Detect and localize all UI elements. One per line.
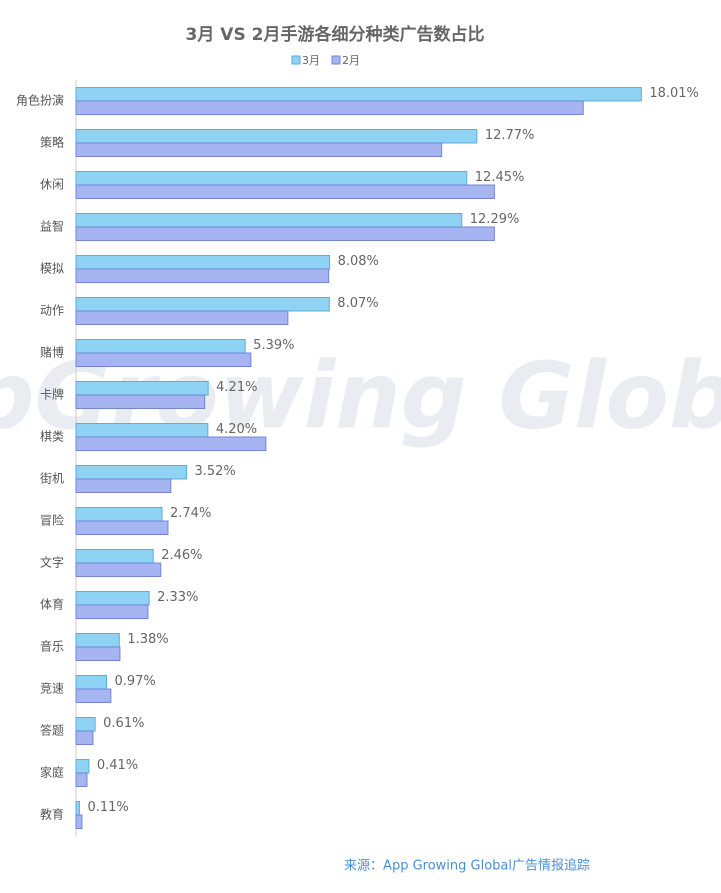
value-label: 0.41% (97, 758, 138, 773)
y-tick-label: 答题 (40, 723, 64, 738)
bar (75, 591, 150, 606)
y-tick-label: 街机 (40, 472, 64, 486)
bar (75, 394, 206, 409)
bar (75, 717, 96, 732)
bar (75, 423, 209, 438)
legend-swatch (291, 55, 301, 65)
y-tick-label: 教育 (40, 807, 64, 822)
bar (75, 87, 642, 102)
value-label: 8.07% (337, 296, 378, 311)
value-label: 8.08% (338, 254, 379, 269)
y-tick-label: 棋类 (40, 430, 64, 444)
bar (75, 310, 289, 325)
y-tick-label: 家庭 (40, 765, 64, 780)
bar (75, 255, 331, 270)
y-tick-label: 益智 (40, 219, 64, 234)
y-tick-label: 文字 (40, 555, 64, 570)
bar (75, 142, 443, 157)
value-label: 1.38% (127, 632, 168, 647)
value-label: 5.39% (253, 338, 294, 353)
bar (75, 646, 121, 661)
bar (75, 129, 478, 144)
y-tick-label: 策略 (40, 135, 64, 150)
value-label: 4.20% (216, 422, 257, 437)
bar (75, 100, 584, 115)
bar (75, 339, 246, 354)
bar (75, 549, 154, 564)
bar (75, 562, 162, 577)
y-tick-label: 角色扮演 (16, 93, 64, 108)
bar (75, 801, 80, 816)
bar (75, 352, 252, 367)
y-tick-label: 音乐 (40, 639, 64, 654)
bar (75, 171, 468, 186)
value-label: 12.45% (475, 170, 525, 185)
bar (75, 604, 149, 619)
bar (75, 465, 187, 480)
value-label: 2.33% (157, 590, 198, 605)
y-tick-label: 竞速 (40, 682, 64, 696)
legend-label: 2月 (342, 54, 360, 67)
bar (75, 633, 120, 648)
bar (75, 184, 495, 199)
bar (75, 759, 90, 774)
value-label: 0.97% (114, 674, 155, 689)
bar (75, 226, 495, 241)
value-label: 12.29% (470, 212, 520, 227)
bar (75, 772, 88, 787)
value-label: 4.21% (216, 380, 257, 395)
legend-label: 3月 (302, 54, 320, 67)
source: 来源：App Growing Global广告情报追踪 (344, 858, 590, 874)
bar (75, 730, 94, 745)
bar (75, 213, 463, 228)
bar (75, 675, 107, 690)
bar (75, 268, 330, 283)
value-label: 18.01% (649, 86, 699, 101)
y-tick-label: 休闲 (40, 178, 64, 192)
bar (75, 297, 330, 312)
y-tick-label: 冒险 (40, 513, 64, 528)
bar (75, 520, 169, 535)
y-tick-label: 卡牌 (40, 388, 64, 402)
value-label: 2.46% (161, 548, 202, 563)
bar (75, 436, 267, 451)
value-label: 3.52% (194, 464, 235, 479)
value-label: 0.61% (103, 716, 144, 731)
chart-title: 3月 VS 2月手游各细分种类广告数占比 (186, 24, 485, 45)
y-tick-label: 模拟 (40, 262, 64, 276)
y-tick-label: 赌博 (40, 345, 64, 360)
value-label: 0.11% (87, 800, 128, 815)
bar (75, 381, 209, 396)
bar (75, 814, 83, 829)
value-label: 2.74% (170, 506, 211, 521)
y-tick-label: 动作 (40, 304, 64, 318)
bar (75, 507, 163, 522)
bar (75, 478, 172, 493)
y-tick-label: 体育 (40, 597, 64, 612)
value-label: 12.77% (485, 128, 535, 143)
legend-swatch (331, 55, 341, 65)
bar (75, 688, 112, 703)
